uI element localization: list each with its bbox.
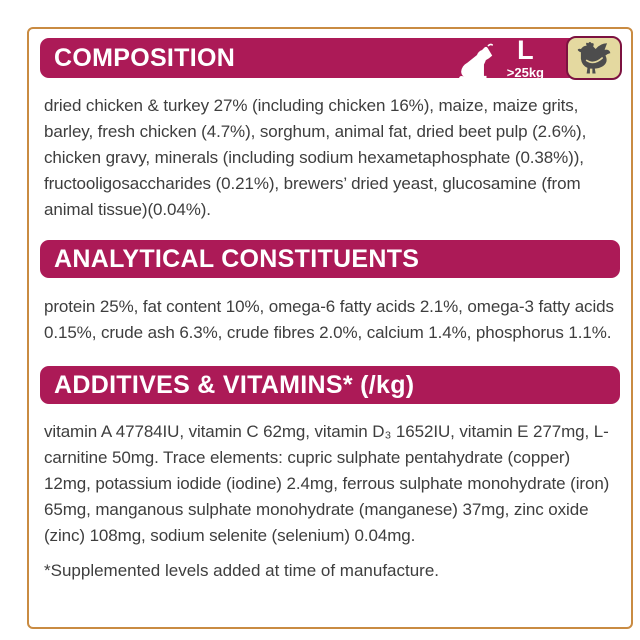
section-title-composition: COMPOSITION [54,43,236,72]
chicken-icon [577,42,611,74]
sitting-dog-icon [458,43,493,80]
section-title-additives: ADDITIVES & VITAMINS* (/kg) [54,370,415,399]
section-header-composition: COMPOSITION L >25kg [40,35,622,80]
size-range: >25kg [506,65,544,80]
section-header-analytical: ANALYTICAL CONSTITUENTS [40,240,620,278]
section-header-additives: ADDITIVES & VITAMINS* (/kg) [40,366,620,404]
size-letter: L [517,35,534,65]
analytical-text: protein 25%, fat content 10%, omega-6 fa… [44,297,614,342]
chicken-flavour-badge [566,36,622,80]
additives-text: vitamin A 47784IU, vitamin C 62mg, vitam… [44,422,610,545]
composition-text: dried chicken & turkey 27% (including ch… [44,96,587,219]
dog-size-badge: L >25kg [453,35,544,80]
section-title-analytical: ANALYTICAL CONSTITUENTS [54,244,420,273]
dog-size-text: L >25kg [506,35,544,80]
supplemented-footnote: *Supplemented levels added at time of ma… [44,561,440,580]
pet-food-label-card: COMPOSITION L >25kg dried chicken & turk… [27,27,633,629]
